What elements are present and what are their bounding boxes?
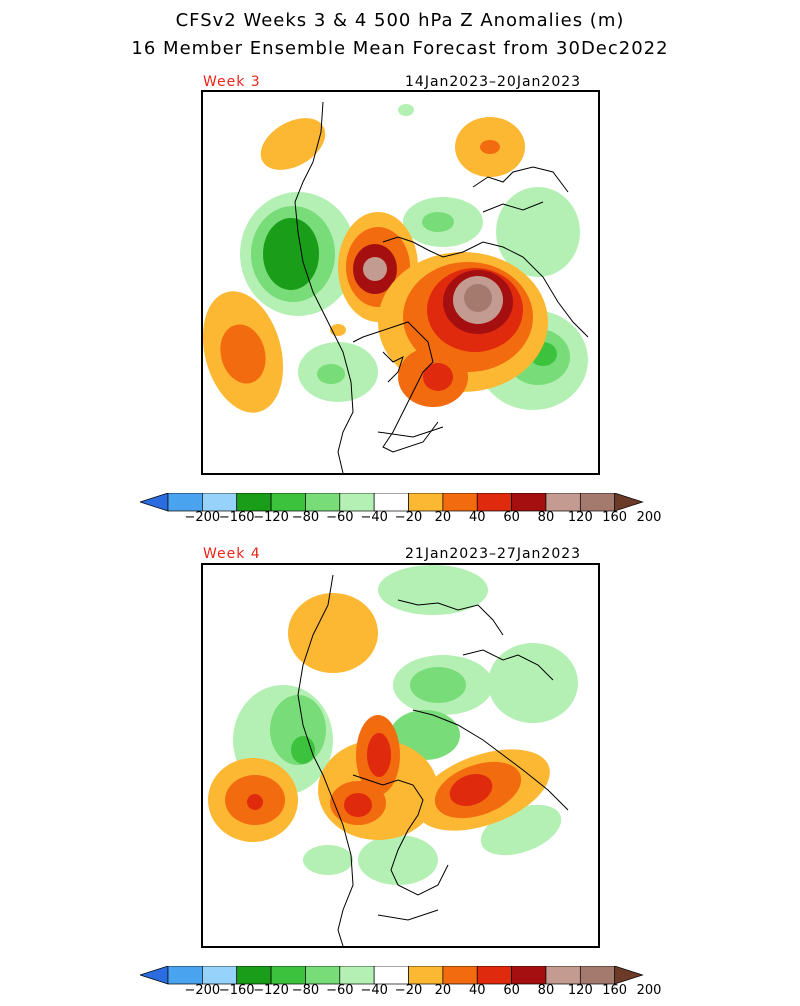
week4-coastlines xyxy=(297,574,569,946)
colorbar-swatch xyxy=(442,965,478,985)
colorbar-swatch xyxy=(339,965,375,985)
colorbar-swatch xyxy=(305,965,341,985)
week4-colorbar: −200 −160 −120 −80 −60 −40 −20 20 40 60 80 120 160 20… xyxy=(138,965,662,1006)
colorbar-tick-label: −160 xyxy=(218,983,255,998)
colorbar-tick-label: 80 xyxy=(537,510,555,525)
colorbar-tick-label: −120 xyxy=(253,983,289,998)
week3-colorbar: −200 −160 −120 −80 −60 −40 −20 20 40 60 80 120 160 20… xyxy=(138,492,662,533)
colorbar-tick-label: 40 xyxy=(468,510,486,525)
colorbar-tick-label: 40 xyxy=(468,983,486,998)
colorbar-swatch xyxy=(167,965,203,985)
colorbar-tick-label: 200 xyxy=(636,983,662,998)
colorbar-swatch xyxy=(511,492,547,512)
colorbar-swatch xyxy=(579,492,616,512)
week3-positive-anomalies xyxy=(203,117,548,413)
colorbar-tick-label: 120 xyxy=(567,510,593,525)
colorbar-extend-low xyxy=(138,965,169,985)
colorbar-tick-label: 20 xyxy=(434,983,452,998)
colorbar-tick-label: −200 xyxy=(184,983,221,998)
week3-colorbar-scale xyxy=(138,492,644,512)
figure-subtitle: 16 Member Ensemble Mean Forecast from 30… xyxy=(131,38,669,59)
colorbar-swatch xyxy=(305,492,341,512)
week4-label: Week 4 xyxy=(203,546,261,562)
figure-title: CFSv2 Weeks 3 & 4 500 hPa Z Anomalies (m… xyxy=(175,10,625,31)
colorbar-tick-label: 20 xyxy=(434,510,452,525)
week3-anomaly-field xyxy=(203,101,589,473)
colorbar-swatch xyxy=(236,492,272,512)
colorbar-tick-label: 60 xyxy=(503,510,520,525)
colorbar-swatch xyxy=(202,492,238,512)
colorbar-tick-label: −80 xyxy=(291,983,320,998)
colorbar-swatch xyxy=(373,492,409,512)
colorbar-tick-label: −60 xyxy=(326,983,354,998)
colorbar-tick-label: −40 xyxy=(360,510,388,525)
week4-positive-anomalies xyxy=(208,593,550,842)
colorbar-tick-label: −80 xyxy=(291,510,320,525)
colorbar-swatch xyxy=(476,492,512,512)
colorbar-tick-label: 160 xyxy=(602,983,628,998)
week3-map xyxy=(201,90,600,475)
colorbar-tick-label: 200 xyxy=(636,510,662,525)
week4-negative-anomalies xyxy=(233,565,578,885)
week4-colorbar-scale xyxy=(138,965,644,985)
week3-date-range: 14Jan2023–20Jan2023 xyxy=(405,74,582,90)
colorbar-swatch xyxy=(476,965,512,985)
colorbar-tick-label: 120 xyxy=(567,983,593,998)
colorbar-swatch xyxy=(270,965,306,985)
colorbar-swatch xyxy=(373,965,409,985)
colorbar-swatch xyxy=(545,492,581,512)
colorbar-tick-label: −40 xyxy=(360,983,388,998)
week4-map xyxy=(201,563,600,948)
week3-coastlines xyxy=(294,101,589,473)
colorbar-swatch xyxy=(579,965,616,985)
colorbar-tick-label: 60 xyxy=(503,983,520,998)
colorbar-swatch xyxy=(202,965,238,985)
colorbar-extend-high xyxy=(614,492,644,512)
colorbar-tick-label: 160 xyxy=(602,510,628,525)
colorbar-swatch xyxy=(167,492,203,512)
colorbar-tick-label: −20 xyxy=(394,983,423,998)
colorbar-tick-label: 80 xyxy=(537,983,555,998)
colorbar-tick-label: −20 xyxy=(394,510,423,525)
colorbar-extend-high xyxy=(614,965,644,985)
week4-date-range: 21Jan2023–27Jan2023 xyxy=(405,546,582,562)
colorbar-swatch xyxy=(545,965,581,985)
colorbar-swatch xyxy=(442,492,478,512)
colorbar-tick-label: −60 xyxy=(326,510,354,525)
colorbar-swatch xyxy=(270,492,306,512)
colorbar-swatch xyxy=(408,965,444,985)
colorbar-swatch xyxy=(236,965,272,985)
colorbar-tick-label: −200 xyxy=(184,510,221,525)
colorbar-extend-low xyxy=(138,492,169,512)
colorbar-swatch xyxy=(408,492,444,512)
week3-label: Week 3 xyxy=(203,74,261,90)
colorbar-tick-label: −120 xyxy=(253,510,289,525)
week4-anomaly-field xyxy=(208,565,578,946)
colorbar-swatch xyxy=(511,965,547,985)
colorbar-tick-label: −160 xyxy=(218,510,255,525)
colorbar-swatch xyxy=(339,492,375,512)
